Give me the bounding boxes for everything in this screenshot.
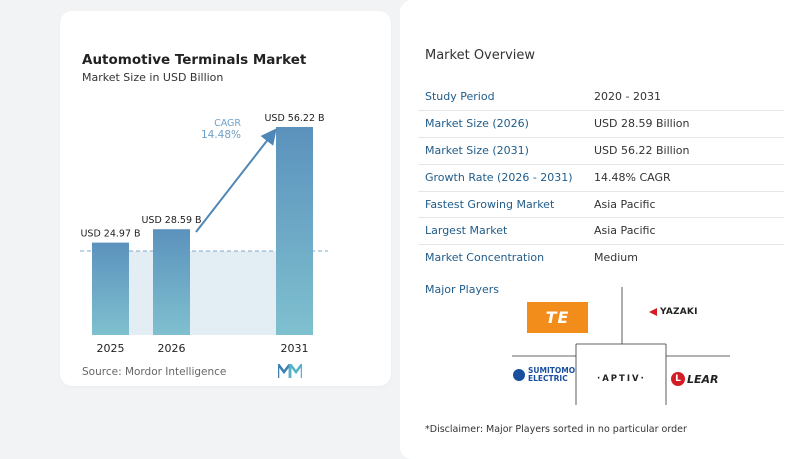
cagr-arrow (195, 128, 277, 233)
overview-label: Largest Market (425, 224, 508, 238)
overview-label: Growth Rate (2026 - 2031) (425, 170, 573, 184)
major-players-title: Major Players (425, 283, 499, 296)
sumitomo-mark-icon (513, 369, 525, 381)
yazaki-logo-text: YAZAKI (660, 307, 698, 317)
bar-value-label: USD 56.22 B (264, 113, 324, 124)
sumitomo-logo-line2: ELECTRIC (528, 374, 568, 383)
overview-table: Study Period 2020 - 2031 Market Size (202… (418, 84, 784, 272)
lear-logo: L LEAR (671, 372, 719, 386)
cagr-value: 14.48% (201, 129, 241, 141)
overview-row: Market Size (2026) USD 28.59 Billion (418, 111, 784, 138)
overview-row: Market Size (2031) USD 56.22 Billion (418, 138, 784, 165)
overview-value: Asia Pacific (594, 197, 656, 211)
bar-value-label: USD 28.59 B (141, 215, 201, 226)
mordor-logo-icon (278, 364, 302, 378)
x-tick-label: 2031 (281, 342, 309, 355)
disclaimer: *Disclaimer: Major Players sorted in no … (425, 424, 687, 435)
lear-logo-text: LEAR (687, 372, 719, 386)
overview-value: USD 56.22 Billion (594, 143, 690, 157)
bar-2031 (276, 127, 313, 335)
chart-source: Source: Mordor Intelligence (82, 366, 227, 378)
cagr-label: CAGR (214, 118, 241, 129)
chart-subtitle: Market Size in USD Billion (82, 71, 224, 84)
overview-row: Growth Rate (2026 - 2031) 14.48% CAGR (418, 165, 784, 192)
yazaki-mark-icon (649, 308, 657, 316)
sumitomo-logo-line1: SUMITOMO (528, 366, 576, 375)
overview-label: Study Period (425, 90, 495, 103)
market-overview-panel (400, 0, 800, 459)
overview-row: Fastest Growing Market Asia Pacific (418, 192, 784, 219)
bar-2026 (153, 229, 190, 335)
bar-chart: USD 24.97 B 2025 USD 28.59 B 2026 USD 56.22 … (80, 113, 328, 355)
overview-row: Largest Market Asia Pacific (418, 218, 784, 246)
bar-value-label: USD 24.97 B (80, 229, 140, 240)
aptiv-logo: ·APTIV· (597, 374, 646, 384)
overview-value: Asia Pacific (594, 224, 656, 238)
x-tick-label: 2025 (97, 342, 125, 355)
overview-row: Market Concentration Medium (418, 245, 784, 272)
overview-value: 14.48% CAGR (594, 170, 671, 184)
te-connectivity-logo: TE (527, 302, 588, 333)
te-logo-text: TE (545, 308, 570, 327)
bar-2025 (92, 242, 129, 335)
x-tick-label: 2026 (158, 342, 186, 355)
lear-mark-icon: L (671, 372, 685, 386)
yazaki-logo: YAZAKI (649, 307, 698, 317)
chart-title: Automotive Terminals Market (82, 52, 307, 68)
overview-row: Study Period 2020 - 2031 (418, 84, 784, 111)
overview-label: Market Concentration (425, 251, 545, 265)
overview-value: Medium (594, 251, 638, 265)
overview-title: Market Overview (425, 48, 536, 63)
overview-value: 2020 - 2031 (594, 90, 661, 103)
sumitomo-electric-logo: SUMITOMO ELECTRIC (513, 367, 575, 383)
overview-label: Market Size (2031) (425, 143, 529, 157)
overview-value: USD 28.59 Billion (594, 116, 690, 130)
overview-label: Market Size (2026) (425, 116, 529, 130)
overview-label: Fastest Growing Market (425, 197, 555, 211)
